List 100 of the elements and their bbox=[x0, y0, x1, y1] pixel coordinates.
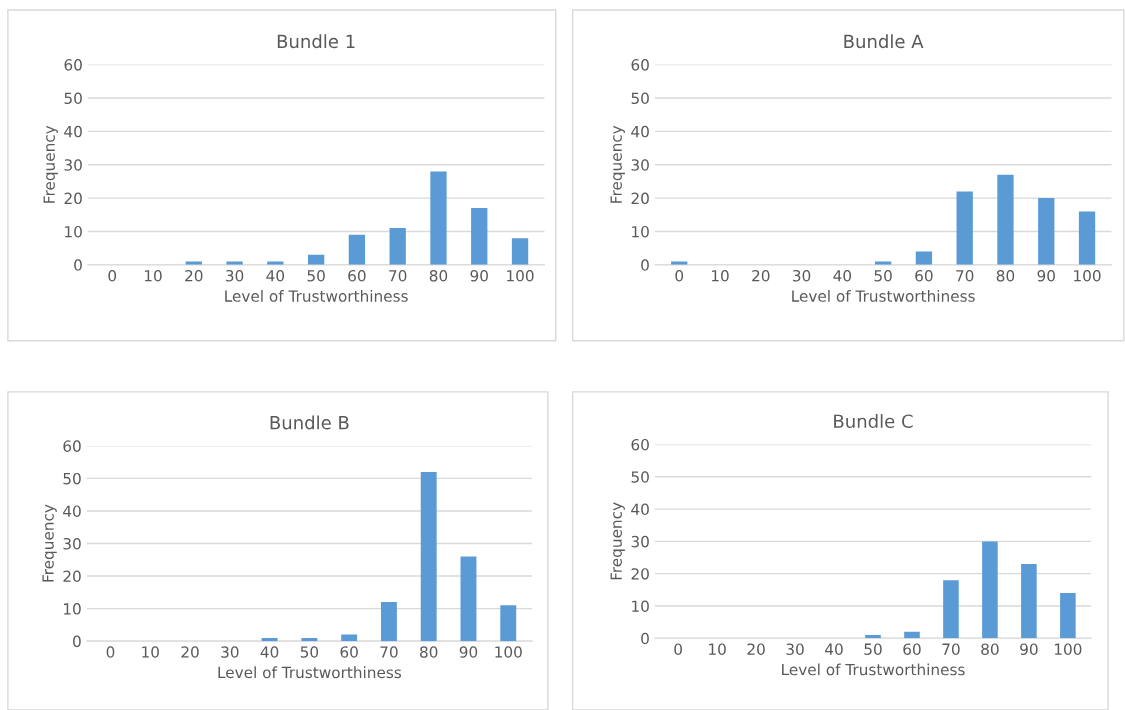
x-tick-label: 80 bbox=[996, 269, 1015, 282]
y-tick-label: 50 bbox=[631, 471, 649, 483]
y-axis-title: Frequency bbox=[43, 125, 58, 203]
y-axis-title: Frequency bbox=[610, 502, 625, 580]
x-tick-label: 20 bbox=[185, 269, 203, 282]
x-tick-label: 40 bbox=[266, 269, 285, 282]
bar bbox=[301, 637, 318, 642]
bar bbox=[389, 228, 406, 265]
chart-title: Bundle C bbox=[834, 414, 913, 429]
x-axis-title: Level of Trustworthiness bbox=[792, 290, 975, 302]
x-tick-label: 0 bbox=[106, 646, 115, 658]
bar bbox=[261, 637, 278, 642]
x-tick-label: 70 bbox=[389, 269, 407, 282]
y-axis-title: Frequency bbox=[610, 125, 625, 203]
y-tick-label: 10 bbox=[632, 600, 649, 613]
bar bbox=[1038, 198, 1055, 265]
x-tick-label: 20 bbox=[747, 643, 765, 655]
x-tick-label: 30 bbox=[786, 643, 804, 655]
x-tick-label: 100 bbox=[495, 646, 522, 658]
x-axis-title: Level of Trustworthiness bbox=[782, 663, 965, 676]
y-tick-label: 0 bbox=[641, 632, 649, 645]
x-tick-label: 70 bbox=[380, 646, 398, 658]
bar bbox=[1021, 563, 1037, 639]
y-tick-label: 30 bbox=[631, 159, 649, 171]
y-tick-label: 50 bbox=[64, 92, 82, 104]
x-tick-label: 90 bbox=[470, 269, 488, 282]
bar bbox=[1060, 593, 1076, 639]
y-tick-label: 40 bbox=[631, 503, 649, 516]
x-tick-label: 90 bbox=[1020, 643, 1038, 655]
x-tick-label: 50 bbox=[864, 643, 882, 655]
x-tick-label: 0 bbox=[108, 269, 117, 282]
x-tick-label: 30 bbox=[226, 269, 244, 282]
y-tick-label: 30 bbox=[631, 535, 649, 548]
y-tick-label: 60 bbox=[631, 59, 649, 71]
x-tick-label: 80 bbox=[981, 643, 999, 655]
bar bbox=[997, 174, 1014, 265]
x-axis-title: Level of Trustworthiness bbox=[218, 666, 402, 679]
bar bbox=[500, 605, 517, 642]
bar bbox=[471, 208, 488, 265]
chart-title: Bundle A bbox=[844, 34, 924, 49]
chart-title: Bundle 1 bbox=[277, 34, 355, 49]
x-tick-label: 70 bbox=[956, 269, 974, 282]
bar bbox=[904, 631, 920, 639]
bar bbox=[348, 234, 366, 265]
x-tick-label: 40 bbox=[260, 646, 279, 658]
y-tick-label: 20 bbox=[631, 192, 649, 205]
y-tick-label: 10 bbox=[65, 225, 82, 238]
x-tick-label: 50 bbox=[874, 269, 892, 282]
x-tick-label: 40 bbox=[825, 643, 843, 655]
chart-title: Bundle B bbox=[270, 415, 349, 430]
x-tick-label: 0 bbox=[674, 643, 682, 655]
x-tick-label: 80 bbox=[429, 269, 448, 282]
x-tick-label: 0 bbox=[675, 269, 684, 282]
x-tick-label: 10 bbox=[144, 269, 162, 282]
y-tick-label: 40 bbox=[64, 125, 82, 138]
y-tick-label: 10 bbox=[632, 225, 649, 238]
x-tick-label: 10 bbox=[142, 646, 159, 658]
y-tick-label: 20 bbox=[631, 568, 649, 580]
bar bbox=[341, 634, 358, 642]
x-tick-label: 10 bbox=[709, 643, 726, 655]
y-tick-label: 40 bbox=[63, 505, 81, 517]
y-tick-label: 10 bbox=[64, 603, 81, 615]
y-tick-label: 30 bbox=[63, 537, 81, 550]
y-axis-title: Frequency bbox=[42, 504, 57, 582]
bar bbox=[982, 541, 998, 639]
x-tick-label: 50 bbox=[307, 269, 325, 282]
bar bbox=[420, 471, 437, 642]
x-tick-label: 60 bbox=[915, 269, 933, 282]
y-tick-label: 60 bbox=[64, 59, 82, 71]
bar bbox=[380, 602, 397, 642]
x-tick-label: 20 bbox=[752, 269, 770, 282]
x-tick-label: 10 bbox=[711, 269, 729, 282]
x-tick-label: 30 bbox=[221, 646, 239, 658]
bar bbox=[915, 251, 933, 265]
y-tick-label: 0 bbox=[74, 259, 82, 271]
bar bbox=[460, 556, 477, 642]
x-axis-title: Level of Trustworthiness bbox=[225, 290, 408, 302]
bar bbox=[226, 261, 243, 265]
x-tick-label: 20 bbox=[181, 646, 199, 658]
x-tick-label: 70 bbox=[942, 643, 960, 655]
x-tick-label: 60 bbox=[348, 269, 366, 282]
x-tick-label: 100 bbox=[1074, 269, 1101, 282]
y-tick-label: 20 bbox=[63, 570, 81, 583]
y-tick-label: 40 bbox=[631, 125, 649, 138]
x-tick-label: 100 bbox=[507, 269, 534, 282]
y-tick-label: 20 bbox=[64, 192, 82, 205]
y-tick-label: 50 bbox=[631, 92, 649, 104]
y-tick-label: 0 bbox=[641, 259, 649, 271]
x-tick-label: 50 bbox=[300, 646, 319, 658]
bar bbox=[511, 238, 529, 265]
bar bbox=[956, 191, 973, 265]
bar bbox=[943, 580, 959, 639]
x-tick-label: 30 bbox=[793, 269, 811, 282]
y-tick-label: 60 bbox=[63, 440, 81, 452]
x-tick-label: 90 bbox=[1037, 269, 1055, 282]
bar bbox=[1078, 211, 1096, 265]
x-tick-label: 100 bbox=[1054, 643, 1082, 655]
x-tick-label: 90 bbox=[459, 646, 478, 658]
y-tick-label: 50 bbox=[63, 472, 81, 485]
x-tick-label: 60 bbox=[903, 643, 921, 655]
